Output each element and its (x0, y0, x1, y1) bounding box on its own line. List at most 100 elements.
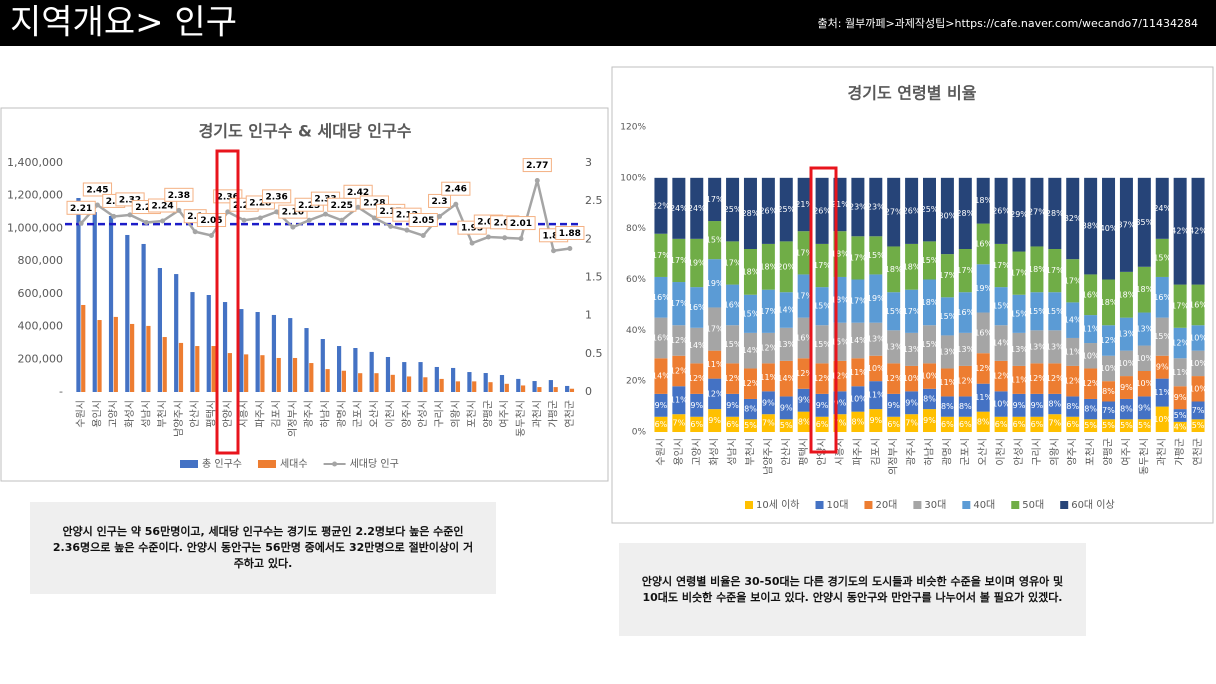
data-label: 15% (831, 337, 849, 346)
bar-segment (690, 416, 704, 432)
legend-swatch (1011, 501, 1020, 509)
bar-segment (1102, 401, 1116, 420)
caption: 안양시 인구는 약 56만명이고, 세대당 인구수는 경기도 평균인 2.2명보… (30, 502, 496, 594)
bar-segment (708, 350, 722, 379)
bar-segment (690, 327, 704, 364)
data-label: 17% (992, 261, 1010, 270)
data-label: 12% (1046, 374, 1064, 383)
bar-segment (958, 416, 972, 432)
data-label: 10% (1135, 354, 1153, 363)
bar-segment (1137, 396, 1151, 420)
bar (439, 378, 444, 392)
data-label: 9% (1031, 401, 1044, 410)
data-label: 8% (852, 417, 865, 426)
bar-segment (815, 363, 829, 394)
data-label: 9% (816, 401, 829, 410)
bar-segment (1030, 292, 1044, 331)
legend-label: 총 인구수 (202, 458, 242, 470)
data-label: 10% (1082, 351, 1100, 360)
bar (239, 309, 244, 392)
data-label: 32% (1064, 214, 1082, 223)
data-label-box (408, 213, 438, 228)
data-label: 8% (1120, 405, 1133, 414)
data-label: 5% (1138, 421, 1151, 430)
bar-segment (1084, 274, 1098, 316)
bar-segment (940, 396, 954, 417)
data-label: 2.32 (119, 195, 141, 205)
data-label: 5% (1084, 421, 1097, 430)
data-label: 12% (706, 389, 724, 398)
data-label: 9% (923, 416, 936, 425)
data-label: 15% (724, 340, 742, 349)
bar-segment (761, 414, 775, 432)
data-label: 8% (744, 405, 757, 414)
y-tick-label: 80% (626, 224, 646, 234)
data-label: 13% (956, 345, 974, 354)
bar (569, 388, 575, 392)
data-label: 6% (1066, 420, 1079, 429)
bar-segment (1084, 177, 1098, 275)
line-marker (78, 220, 84, 226)
bar (325, 369, 330, 392)
y2-tick-label: 1.5 (585, 271, 603, 284)
x-tick-label: 하남시 (319, 400, 332, 428)
bar-segment (923, 388, 936, 410)
legend-swatch (962, 501, 971, 509)
bar-segment (1137, 266, 1151, 313)
y-tick-label: 20% (626, 377, 646, 387)
line-marker (225, 209, 231, 215)
x-tick-label: 포천시 (466, 400, 478, 428)
bar-segment (779, 360, 793, 397)
data-label: 9% (708, 416, 721, 425)
slide-title: 지역개요> 인구 (10, 3, 237, 43)
bar-segment (994, 416, 1008, 432)
bar-segment (1173, 409, 1187, 422)
line-marker (551, 248, 557, 254)
y-tick-label: - (59, 385, 63, 398)
data-label: 18% (1118, 290, 1136, 299)
y-tick-label: 1,200,000 (7, 189, 63, 202)
data-label: 8% (1048, 400, 1061, 409)
data-label: 15% (742, 309, 760, 318)
legend-swatch (815, 501, 824, 509)
data-label-box (196, 213, 227, 228)
data-label: 37% (1118, 220, 1136, 229)
y-tick-label: 100% (620, 173, 646, 183)
line-marker (94, 202, 100, 208)
bar (113, 316, 118, 392)
data-label: 19% (867, 294, 885, 303)
data-label: 17% (759, 307, 777, 316)
data-label: 15% (921, 340, 939, 349)
data-label: 5% (744, 421, 757, 430)
data-label: 18% (831, 295, 849, 304)
data-label: 18% (885, 265, 903, 274)
data-label: 5% (1102, 421, 1115, 430)
bar-segment (1173, 421, 1187, 432)
data-label: 8% (977, 417, 990, 426)
bar (336, 346, 342, 392)
data-label: 9% (1013, 401, 1026, 410)
data-label: 7% (762, 419, 775, 428)
bar-segment (905, 332, 919, 366)
data-label: 17% (956, 266, 974, 275)
data-label: 15% (885, 307, 903, 316)
bar-segment (761, 391, 775, 415)
bar-segment (797, 317, 811, 359)
bar (516, 378, 521, 392)
data-label: 12% (885, 374, 903, 383)
data-label: 13% (903, 345, 921, 354)
bar-segment (761, 363, 775, 392)
data-label: 12% (1082, 379, 1100, 388)
data-label: 2.25 (331, 201, 353, 211)
bar-segment (654, 393, 668, 417)
line-marker (208, 233, 214, 239)
bar-segment (1012, 251, 1026, 295)
x-tick-label: 의정부시 (287, 400, 299, 437)
data-label: 9% (798, 396, 811, 405)
bar-segment (976, 411, 990, 432)
bar-segment (1191, 419, 1205, 432)
bar-segment (1102, 279, 1116, 326)
bar (520, 385, 526, 392)
bar-segment (1066, 259, 1080, 303)
